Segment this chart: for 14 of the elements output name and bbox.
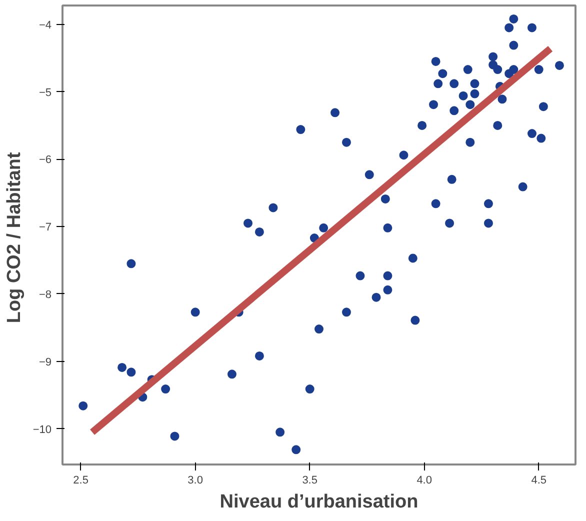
x-tick-label: 4.0: [416, 474, 432, 486]
y-tick-label: −7: [38, 222, 52, 234]
y-tick-label: −9: [38, 356, 52, 368]
y-tick-label: −5: [38, 86, 52, 99]
x-tick-label: 3.0: [188, 474, 203, 486]
x-axis-title: Niveau d’urbanisation: [220, 492, 418, 512]
x-tick-label: 3.5: [302, 474, 318, 486]
x-tick-label: 4.5: [531, 474, 547, 486]
y-tick-label: −4: [38, 19, 52, 32]
y-axis-title: Log CO2 / Habitant: [4, 151, 25, 324]
x-tick-label: 2.5: [73, 474, 88, 486]
y-tick-label: −8: [38, 288, 52, 301]
y-tick-label: −6: [38, 154, 52, 166]
y-tick-label: −10: [32, 424, 52, 436]
